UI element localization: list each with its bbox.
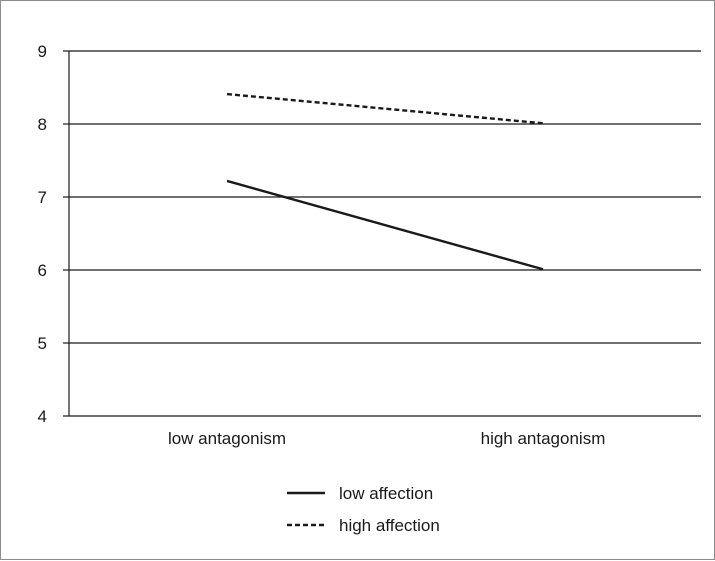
y-tick-label: 5 bbox=[38, 334, 47, 353]
y-tick-label: 7 bbox=[38, 188, 47, 207]
legend-label: high affection bbox=[339, 516, 440, 535]
y-tick-label: 9 bbox=[38, 42, 47, 61]
y-tick-label: 4 bbox=[38, 407, 47, 426]
x-category-label: low antagonism bbox=[168, 429, 286, 448]
x-category-labels: low antagonism high antagonism bbox=[168, 429, 605, 448]
y-tick-label: 8 bbox=[38, 115, 47, 134]
series-lines bbox=[226, 92, 544, 271]
legend-label: low affection bbox=[339, 484, 433, 503]
y-tick-label: 6 bbox=[38, 261, 47, 280]
legend: low affection high affection bbox=[287, 484, 440, 535]
x-category-label: high antagonism bbox=[481, 429, 606, 448]
series-line-low-affection bbox=[226, 179, 544, 271]
series-line-high-affection bbox=[226, 92, 544, 125]
gridlines bbox=[63, 50, 701, 417]
y-tick-labels: 4 5 6 7 8 9 bbox=[38, 42, 47, 426]
